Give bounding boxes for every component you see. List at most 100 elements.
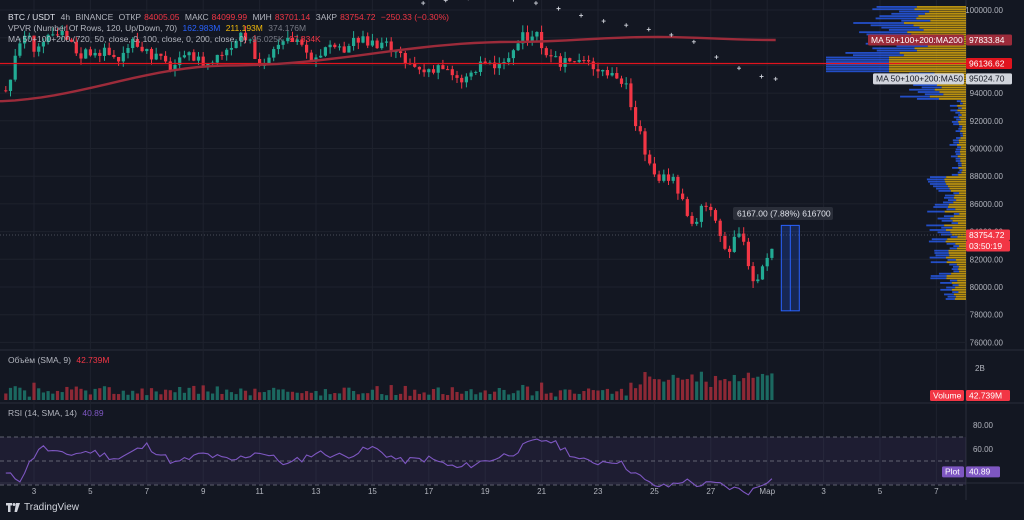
volume-bar <box>403 385 407 400</box>
candle-body <box>187 52 191 56</box>
volume-bar <box>601 390 605 400</box>
candle-body <box>370 40 374 46</box>
profile-bar-up <box>896 45 928 47</box>
symbol-label[interactable]: BTC / USDT <box>8 12 56 22</box>
volume-bar <box>220 393 224 400</box>
profile-bar-down <box>941 86 966 89</box>
volume-tag-value-bg <box>966 390 1010 401</box>
profile-bar-down <box>959 245 966 247</box>
volume-bar <box>319 395 323 400</box>
candle-body <box>215 54 219 63</box>
profile-bar-up <box>940 288 952 291</box>
candle-body <box>145 48 149 52</box>
candle-body <box>474 71 478 73</box>
candle-body <box>248 39 252 41</box>
profile-bar-up <box>930 275 947 277</box>
candle-body <box>79 53 83 59</box>
profile-bar-up <box>959 169 963 172</box>
volume-bar <box>718 380 722 400</box>
profile-bar-up <box>933 185 948 188</box>
profile-bar-up <box>826 70 889 73</box>
profile-bar-down <box>959 116 966 119</box>
profile-bar-up <box>931 238 948 241</box>
profile-bar-up <box>952 291 959 293</box>
profile-bar-down <box>954 298 966 300</box>
tradingview-logo[interactable]: TradingView <box>6 502 79 513</box>
profile-bar-up <box>955 111 961 114</box>
profile-bar-up <box>943 215 954 218</box>
volume-bar <box>657 379 661 400</box>
ma50-marker <box>714 55 719 60</box>
profile-bar-down <box>923 29 966 31</box>
volume-bar <box>206 391 210 400</box>
profile-bar-up <box>944 194 955 197</box>
candle-body <box>629 83 633 108</box>
candle-body <box>239 32 243 41</box>
candle-body <box>380 42 384 49</box>
profile-bar-down <box>960 118 966 121</box>
profile-bar-down <box>955 259 966 261</box>
profile-bar-down <box>951 288 966 291</box>
profile-bar-down <box>916 17 966 20</box>
ma200-value: 97.834K <box>289 34 321 44</box>
x-tick-label: 13 <box>312 487 321 496</box>
volume-bar <box>370 389 374 400</box>
candle-body <box>516 43 520 51</box>
ma-legend-row[interactable]: MA 50+100+200 (720, 50, close, 0, 100, c… <box>8 34 324 45</box>
candle-body <box>93 52 97 56</box>
candle-body <box>55 34 60 36</box>
profile-bar-down <box>943 93 966 96</box>
volume-bar <box>427 394 431 400</box>
volume-bar <box>662 381 666 400</box>
volume-bar <box>742 378 746 400</box>
volume-bar <box>375 386 379 400</box>
profile-bar-up <box>875 17 917 20</box>
candle-body <box>305 44 309 53</box>
candle-body <box>685 199 689 216</box>
rsi-name: RSI (14, SMA, 14) <box>8 408 77 418</box>
profile-bar-down <box>956 199 966 201</box>
candle-body <box>610 73 614 76</box>
vpvr-total-value: 374.176M <box>268 23 307 33</box>
volume-bar <box>65 386 69 400</box>
profile-bar-up <box>826 61 889 63</box>
volume-bar <box>300 393 304 400</box>
profile-bar-up <box>951 268 959 270</box>
profile-bar-up <box>826 58 889 61</box>
ma-name: MA 50+100+200 (720, 50, close, 0, 100, c… <box>8 34 247 44</box>
price-candles[interactable] <box>4 24 774 288</box>
volume-bar <box>234 394 238 400</box>
profile-bar-up <box>913 84 937 86</box>
price-tick-label: 76000.00 <box>970 338 1004 347</box>
candle-body <box>328 44 332 48</box>
profile-bar-down <box>958 141 966 144</box>
price-tag-value: 83754.72 <box>969 230 1005 240</box>
volume-bar <box>88 394 92 400</box>
candle-body <box>290 37 295 43</box>
volume-bar <box>380 394 384 400</box>
interval-label[interactable]: 4h <box>60 12 71 22</box>
volume-bar <box>276 389 280 400</box>
profile-bar-up <box>938 190 951 192</box>
rsi-legend[interactable]: RSI (14, SMA, 14) 40.89 <box>8 408 107 419</box>
volume-legend[interactable]: Объём (SMA, 9) 42.739M <box>8 355 112 366</box>
main-legend-row: BTC / USDT 4h BINANCE ОТКР 84005.05 МАКС 8… <box>8 12 452 23</box>
profile-bar-down <box>955 295 966 298</box>
vpvr-legend-row[interactable]: VPVR (Number Of Rows, 120, Up/Down, 70) … <box>8 23 309 34</box>
profile-bar-up <box>960 134 963 137</box>
volume-bar <box>455 391 459 400</box>
profile-bar-up <box>947 295 956 298</box>
x-tick-label: 11 <box>255 487 264 496</box>
profile-bar-up <box>955 153 961 155</box>
ma50-marker <box>773 76 778 81</box>
profile-bar-up <box>881 26 920 29</box>
candle-body <box>173 64 177 71</box>
candle-body <box>431 69 436 73</box>
volume-bar <box>446 395 450 400</box>
ma50-marker <box>691 39 696 44</box>
profile-bar-up <box>947 259 956 261</box>
candle-body <box>319 55 323 58</box>
candle-body <box>323 47 327 56</box>
candle-body <box>403 53 407 64</box>
